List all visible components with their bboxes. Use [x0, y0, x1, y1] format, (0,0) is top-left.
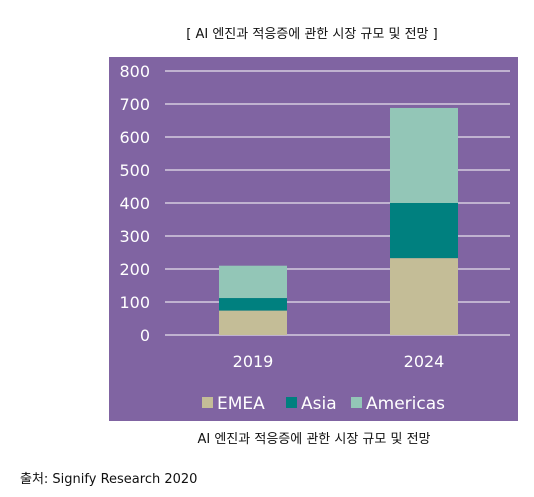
legend-swatch-emea	[202, 397, 213, 408]
y-tick-label: 600	[119, 128, 150, 147]
y-tick-label: 300	[119, 227, 150, 246]
y-tick-label: 500	[119, 161, 150, 180]
x-tick-label: 2024	[404, 352, 445, 371]
legend: EMEA Asia Americas	[202, 394, 445, 414]
bar-2019-asia	[219, 298, 287, 311]
legend-swatch-americas	[351, 397, 362, 408]
y-tick-label: 200	[119, 260, 150, 279]
y-tick-label: 400	[119, 194, 150, 213]
bar-2024-emea	[390, 258, 458, 335]
legend-label-asia: Asia	[301, 394, 337, 414]
legend-label-americas: Americas	[366, 394, 445, 414]
x-tick-label: 2019	[233, 352, 274, 371]
y-tick-label: 800	[119, 62, 150, 81]
y-tick-label: 100	[119, 293, 150, 312]
y-tick-label: 700	[119, 95, 150, 114]
legend-swatch-asia	[286, 397, 297, 408]
bars	[219, 107, 458, 335]
y-axis-tick-labels: 0 100 200 300 400 500 600 700 800	[119, 62, 150, 345]
source-note: 출처: Signify Research 2020	[20, 472, 197, 487]
bar-2019-americas	[219, 265, 287, 299]
bar-2024-americas	[390, 107, 458, 203]
y-tick-label: 0	[140, 326, 150, 345]
x-axis-tick-labels: 2019 2024	[233, 352, 445, 371]
figure-caption: AI 엔진과 적응증에 관한 시장 규모 및 전망	[197, 432, 430, 447]
bar-2019-emea	[219, 310, 287, 335]
legend-label-emea: EMEA	[217, 394, 265, 414]
chart-title: [ AI 엔진과 적응증에 관한 시장 규모 및 전망 ]	[186, 27, 437, 42]
bar-2024-asia	[390, 203, 458, 259]
